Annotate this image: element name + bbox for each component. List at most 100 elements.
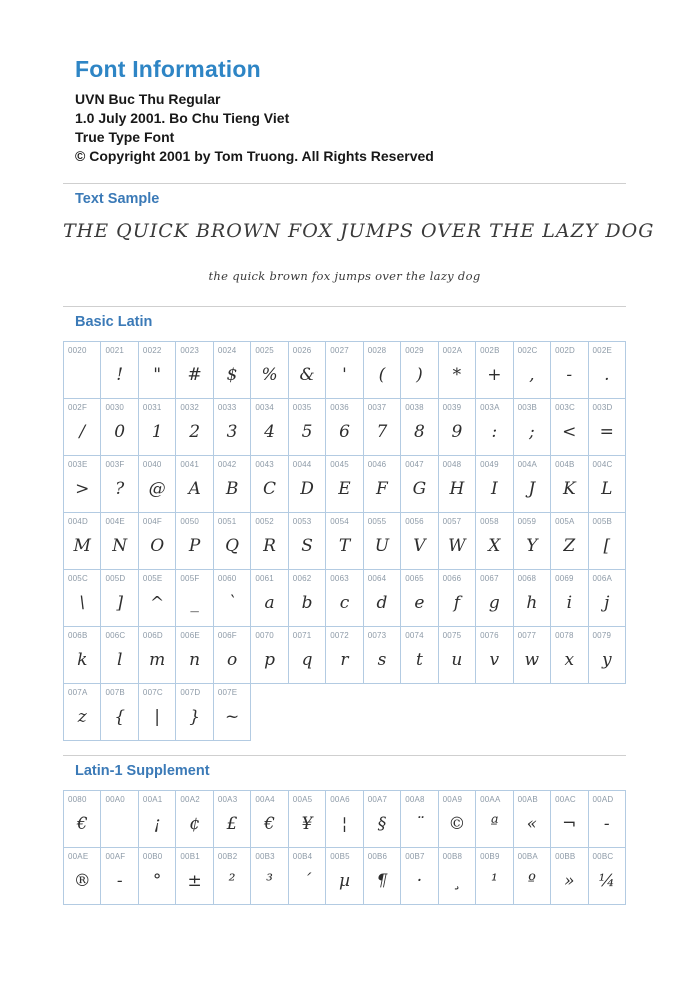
codepoint-label: 0049 (480, 460, 499, 469)
glyph: . (604, 364, 610, 385)
glyph-cell: 0065 e (401, 570, 439, 627)
glyph: K (562, 478, 576, 499)
glyph: ^ (150, 592, 165, 613)
glyph-cell: 0022 " (138, 342, 177, 399)
glyph (64, 355, 100, 398)
glyph-cell: 0070 p (251, 627, 289, 684)
glyph: L (601, 478, 613, 499)
codepoint-label: 007C (142, 688, 163, 697)
glyph-cell: 002A * (438, 342, 477, 399)
glyph: ) (416, 364, 423, 385)
glyph: ± (187, 870, 202, 891)
glyph-cell: 007D} (176, 684, 214, 741)
glyph: ¨ (415, 813, 424, 834)
font-version: 1.0 July 2001. Bo Chu Tieng Viet (75, 110, 290, 126)
glyph: C (263, 478, 277, 499)
glyph: V (413, 535, 426, 556)
glyph-cell: 003D = (588, 399, 626, 456)
glyph: y (601, 649, 612, 670)
glyph: R (263, 535, 276, 556)
glyph: T (338, 535, 351, 556)
glyph-cell: 007C | (138, 684, 177, 741)
glyph-cell: 002D - (551, 342, 589, 399)
glyph-cell: 006D m (138, 627, 177, 684)
codepoint-label: 00AD (592, 795, 614, 804)
codepoint-label: 0065 (405, 574, 424, 583)
glyph: M (73, 535, 91, 556)
glyph-cell: 002E. (588, 342, 626, 399)
glyph-cell: 0029) (401, 342, 439, 399)
glyph-cell: 00B3 ³ (251, 848, 289, 905)
glyph: , (529, 364, 535, 385)
glyph: q (301, 649, 313, 670)
codepoint-label: 004B (555, 460, 575, 469)
glyph: s (377, 649, 387, 670)
glyph: 6 (339, 421, 350, 442)
glyph-cell: 00A8 ¨ (401, 791, 439, 848)
codepoint-label: 0053 (292, 517, 312, 526)
codepoint-label: 0071 (292, 631, 312, 640)
glyph: 2 (189, 421, 201, 442)
codepoint-label: 006A (592, 574, 613, 583)
codepoint-label: 00AF (105, 852, 126, 861)
glyph: f (453, 592, 461, 613)
glyph: § (377, 813, 387, 834)
codepoint-label: 006F (217, 631, 237, 640)
glyph-cell: 00B9 ¹ (476, 848, 514, 905)
glyph: ³ (266, 870, 273, 891)
glyph-cell: 00BA º (513, 848, 552, 905)
codepoint-label: 0074 (405, 631, 424, 640)
glyph: I (491, 478, 498, 499)
glyph-cell: 0039 9 (438, 399, 477, 456)
glyph: z (77, 706, 87, 727)
codepoint-label: 0056 (405, 517, 424, 526)
glyph: t (416, 649, 423, 670)
glyph: d (376, 592, 388, 613)
codepoint-label: 00A3 (217, 795, 238, 804)
glyph-cell: 0074 t (401, 627, 439, 684)
glyph: - (603, 813, 610, 834)
glyph: $ (226, 364, 238, 385)
glyph-cell: 003B; (513, 399, 552, 456)
glyph-cell: 0041 A (176, 456, 214, 513)
glyph: l (116, 649, 123, 670)
glyph-cell: 0047 G (401, 456, 439, 513)
codepoint-label: 005B (592, 517, 613, 526)
glyph-cell: 0032 2 (176, 399, 214, 456)
section-heading-latin1-supplement: Latin-1 Supplement (75, 763, 210, 779)
codepoint-label: 0025 (255, 346, 274, 355)
glyph: ° (152, 870, 162, 891)
glyph-cell: 0072 r (326, 627, 364, 684)
glyph-cell: 00B4 ´ (288, 848, 327, 905)
glyph: i (566, 592, 573, 613)
codepoint-label: 00B7 (405, 852, 425, 861)
section-heading-basic-latin: Basic Latin (75, 314, 153, 330)
glyph: r (340, 649, 349, 670)
codepoint-label: 0020 (68, 346, 87, 355)
glyph: + (487, 364, 502, 385)
codepoint-label: 0042 (217, 460, 237, 469)
glyph: e (414, 592, 425, 613)
codepoint-label: 0050 (180, 517, 199, 526)
codepoint-label: 0033 (217, 403, 237, 412)
codepoint-label: 006C (105, 631, 126, 640)
glyph-cell: 00AF - (101, 848, 139, 905)
codepoint-label: 00A0 (105, 795, 125, 804)
glyph-cell: 0043 C (251, 456, 289, 513)
text-sample-lowercase: the quick brown fox jumps over the lazy … (208, 269, 481, 283)
codepoint-label: 00B4 (292, 852, 313, 861)
glyph: ¢ (189, 813, 201, 834)
glyph-cell: 0079 y (588, 627, 626, 684)
glyph-cell: 0040 @ (138, 456, 177, 513)
codepoint-label: 00A2 (180, 795, 200, 804)
glyph-cell: 00A4 € (251, 791, 289, 848)
glyph: * (452, 364, 462, 385)
codepoint-label: 0043 (255, 460, 274, 469)
glyph: S (301, 535, 313, 556)
codepoint-label: 007D (180, 688, 201, 697)
glyph-cell: 0056 V (401, 513, 439, 570)
glyph: x (564, 649, 575, 670)
codepoint-label: 0069 (555, 574, 574, 583)
glyph: u (451, 649, 463, 670)
codepoint-label: 002D (555, 346, 575, 355)
